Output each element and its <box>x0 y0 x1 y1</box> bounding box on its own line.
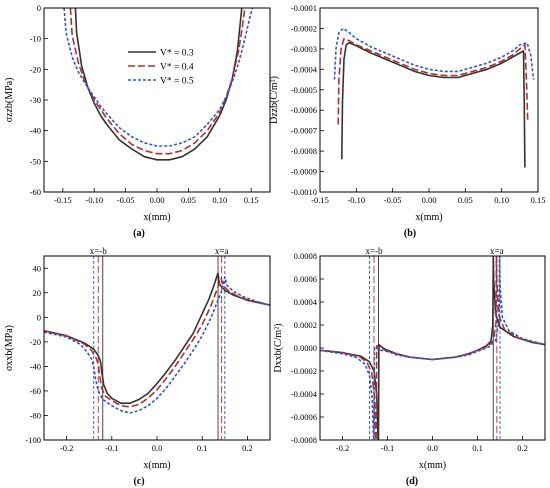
y-tick-label: 0.0004 <box>294 297 318 307</box>
x-tick-label: 0.0 <box>152 443 163 453</box>
x-axis-label: x(mm) <box>143 460 170 471</box>
y-tick-label: 40 <box>33 263 42 273</box>
y-tick-label: -0.0008 <box>291 435 317 445</box>
y-tick-label: -0.0010 <box>291 187 317 197</box>
y-tick-label: -100 <box>25 435 41 445</box>
legend: V* = 0.3 V* = 0.4 V* = 0.5 <box>128 49 194 87</box>
x-tick-label: -0.10 <box>347 195 365 205</box>
legend-label-1: V* = 0.3 <box>160 49 194 59</box>
x-axis-label: x(mm) <box>419 460 446 471</box>
legend-label-2: V* = 0.4 <box>160 63 194 73</box>
series-line-1 <box>74 8 243 161</box>
y-axis-label: σzzb(MPa) <box>4 78 15 123</box>
y-tick-label: -10 <box>30 34 41 44</box>
x-tick-label: -0.05 <box>384 195 402 205</box>
y-tick-label: -0.0006 <box>291 105 317 115</box>
y-tick-label: 20 <box>33 288 42 298</box>
y-axis-label: Dxxb(C/m²) <box>273 323 284 372</box>
series-line-3 <box>44 276 270 414</box>
x-tick-label: 0.1 <box>197 443 208 453</box>
panel-d: x=-b x=a -0.2 -0.1 0.0 0.1 0.2 0.0008 0.0006 0.00… <box>273 246 546 487</box>
series-line-3 <box>320 256 545 440</box>
y-tick-label: -0.0002 <box>291 366 317 376</box>
panel-label: (b) <box>404 228 416 239</box>
y-tick-label: 0 <box>37 312 41 322</box>
x-axis-label: x(mm) <box>143 212 170 223</box>
x-tick-label: -0.1 <box>105 443 118 453</box>
plot-frame <box>319 255 546 441</box>
series-line-2 <box>337 37 529 125</box>
y-tick-label: 0.0006 <box>294 274 317 284</box>
y-tick-label: -40 <box>30 361 41 371</box>
panel-a: -0.15 -0.10 -0.05 0.00 0.05 0.10 0.15 0 -10 -20 -3… <box>4 3 271 239</box>
series-line-2 <box>44 277 270 408</box>
y-tick-label: -20 <box>30 337 41 347</box>
x-tick-label: 0.10 <box>494 195 509 205</box>
y-tick-label: -60 <box>30 187 41 197</box>
series-line-3 <box>63 8 254 147</box>
x-tick-label: 0.2 <box>517 443 528 453</box>
x-tick-label: 0.05 <box>458 195 473 205</box>
x-tick-label: 0.05 <box>181 195 196 205</box>
y-axis-label: σxxb(MPa) <box>4 325 15 371</box>
x-tick-label: -0.05 <box>117 195 135 205</box>
y-axis-label: Dzzb(C/m²) <box>269 76 280 124</box>
x-tick-label: 0.15 <box>531 195 546 205</box>
x-tick-label: 0.15 <box>244 195 259 205</box>
y-tick-label: -0.0008 <box>291 146 317 156</box>
vline-label: x=-b <box>365 246 383 256</box>
panel-label: (d) <box>406 476 418 487</box>
y-tick-label: -0.0002 <box>291 23 317 33</box>
legend-label-3: V* = 0.5 <box>160 77 194 87</box>
y-tick-label: 0.0000 <box>294 343 317 353</box>
x-tick-label: -0.10 <box>85 195 103 205</box>
x-tick-label: 0.2 <box>242 443 253 453</box>
x-tick-label: -0.2 <box>60 443 73 453</box>
x-tick-label: 0.1 <box>472 443 483 453</box>
series-line-2 <box>320 256 545 440</box>
x-tick-label: 0.0 <box>427 443 438 453</box>
panel-label: (a) <box>133 228 145 239</box>
y-tick-label: -50 <box>30 156 41 166</box>
y-tick-label: -0.0006 <box>291 412 317 422</box>
x-tick-label: -0.2 <box>336 443 349 453</box>
x-tick-label: -0.15 <box>311 195 329 205</box>
panel-c: x=-b x=a -0.2 -0.1 0.0 0.1 0.2 40 20 0 -20 -40 -60 -8… <box>4 246 271 487</box>
y-tick-label: -0.0005 <box>291 85 317 95</box>
y-tick-label: -0.0003 <box>291 44 317 54</box>
y-tick-label: 0 <box>37 3 41 13</box>
series-line-1 <box>44 272 270 405</box>
y-tick-label: -0.0004 <box>291 389 318 399</box>
x-tick-label: 0.10 <box>212 195 227 205</box>
y-tick-label: -0.0001 <box>291 3 317 13</box>
y-tick-label: -60 <box>30 386 41 396</box>
y-tick-label: -40 <box>30 126 41 136</box>
panel-b: -0.15 -0.10 -0.05 0.00 0.05 0.10 0.15 -0.0001 -0… <box>269 3 545 239</box>
y-tick-label: 0.0002 <box>294 320 317 330</box>
x-tick-label: -0.15 <box>54 195 72 205</box>
y-tick-label: -30 <box>30 95 41 105</box>
x-axis-label: x(mm) <box>415 212 442 223</box>
y-tick-label: -20 <box>30 64 41 74</box>
x-tick-label: 0.00 <box>422 195 437 205</box>
x-tick-label: -0.1 <box>381 443 394 453</box>
plot-frame <box>43 7 271 193</box>
x-tick-label: 0.00 <box>150 195 165 205</box>
vline-label: x=-b <box>90 246 108 256</box>
y-tick-label: -0.0009 <box>291 167 317 177</box>
y-tick-label: 0.0008 <box>294 251 317 261</box>
series-line-1 <box>320 256 545 440</box>
panel-label: (c) <box>133 476 144 487</box>
vline-label: x=a <box>490 246 504 256</box>
y-tick-label: -0.0007 <box>291 126 317 136</box>
vline-label: x=a <box>215 246 229 256</box>
series-line-3 <box>333 27 535 80</box>
y-tick-label: -80 <box>30 410 41 420</box>
series-line-2 <box>69 8 246 155</box>
y-tick-label: -0.0004 <box>291 64 318 74</box>
series-line-1 <box>341 41 526 168</box>
plot-frame <box>43 255 271 441</box>
